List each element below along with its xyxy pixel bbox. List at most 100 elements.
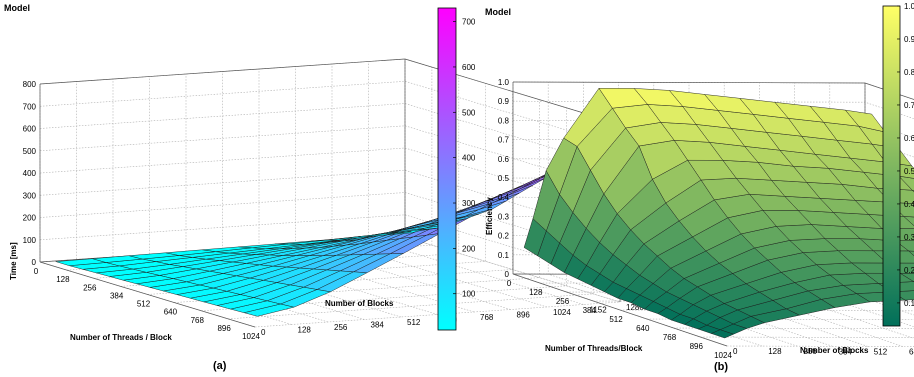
x-tick-label: 640 bbox=[164, 308, 178, 317]
y-tick-label: 128 bbox=[298, 326, 312, 335]
y-tick-label: 896 bbox=[517, 311, 531, 320]
colorbar-tick-label: 0.3 bbox=[904, 233, 914, 242]
axis-edge-5 bbox=[512, 273, 728, 347]
z-tick-label: 0.4 bbox=[498, 193, 510, 202]
x-tick-label: 384 bbox=[110, 291, 124, 300]
x-tick-label: 768 bbox=[663, 333, 677, 342]
gridline-y-3 bbox=[149, 76, 365, 320]
z-tick-label: 800 bbox=[23, 80, 37, 89]
chart-b: Model 0 0.1 0.2 0.3 0.4 0.5 0.6 0.7 0.8 0.9 1.0 0 12… bbox=[485, 2, 914, 373]
chart-a-colorbar: 100 200 300 400 500 600 700 bbox=[437, 7, 476, 331]
chart-b-surface bbox=[523, 87, 914, 339]
y-tick-label: 384 bbox=[371, 321, 385, 330]
y-tick-label: 128 bbox=[768, 347, 782, 356]
x-tick-label: 128 bbox=[56, 275, 70, 284]
chart-a-xlabel: Number of Threads / Block bbox=[70, 333, 172, 342]
y-tick-label: 1152 bbox=[590, 306, 608, 315]
z-tick-label: 200 bbox=[23, 214, 37, 223]
z-tick-label: 600 bbox=[23, 125, 37, 134]
colorbar-tick-label: 600 bbox=[462, 63, 476, 72]
y-tick-label: 1280 bbox=[626, 303, 644, 312]
chart-a-title: Model bbox=[4, 3, 30, 13]
y-tick-label: 0 bbox=[261, 328, 266, 337]
y-tick-label: 512 bbox=[407, 318, 421, 327]
colorbar-tick-label: 500 bbox=[462, 108, 476, 117]
colorbar-tick-label: 100 bbox=[462, 290, 476, 299]
axis-edge-3 bbox=[39, 58, 406, 85]
axis-edge-4 bbox=[864, 82, 914, 100]
y-tick-label: 0 bbox=[733, 347, 738, 356]
z-tick-label: 400 bbox=[23, 169, 37, 178]
chart-b-title: Model bbox=[485, 7, 511, 17]
x-tick-label: 768 bbox=[191, 316, 205, 325]
x-tick-label: 384 bbox=[583, 306, 597, 315]
gridline-z-8 bbox=[39, 58, 621, 125]
chart-b-caption: (b) bbox=[714, 361, 728, 373]
x-tick-label: 640 bbox=[636, 324, 650, 333]
chart-b-colorbar: 0.1 0.2 0.3 0.4 0.5 0.6 0.7 0.8 0.9 1.0 bbox=[882, 2, 914, 327]
z-tick-label: 0.3 bbox=[498, 212, 510, 221]
gridline-x-8 bbox=[726, 345, 914, 347]
x-tick-label: 512 bbox=[609, 315, 623, 324]
chart-a-zlabel: Time [ms] bbox=[9, 242, 18, 280]
x-tick-label: 896 bbox=[217, 324, 231, 333]
gridline-z-7 bbox=[39, 80, 621, 147]
gridline-y-7 bbox=[295, 66, 511, 310]
x-tick-label: 1024 bbox=[714, 351, 732, 360]
colorbar-tick-label: 300 bbox=[462, 199, 476, 208]
y-tick-label: 512 bbox=[874, 347, 888, 356]
gridline-y-2 bbox=[112, 79, 329, 323]
colorbar-tick-label: 0.9 bbox=[904, 35, 914, 44]
z-tick-label: 500 bbox=[23, 147, 37, 156]
colorbar-tick-label: 0.4 bbox=[904, 200, 914, 209]
chart-b-xlabel: Number of Threads/Block bbox=[545, 344, 643, 353]
gridline-y-4 bbox=[185, 74, 402, 318]
colorbar-tick-label: 0.5 bbox=[904, 167, 914, 176]
z-tick-label: 0.1 bbox=[498, 251, 510, 260]
z-tick-label: 700 bbox=[23, 102, 37, 111]
z-tick-label: 0.6 bbox=[498, 155, 510, 164]
colorbar-tick-label: 200 bbox=[462, 244, 476, 253]
y-tick-label: 768 bbox=[480, 313, 494, 322]
gridline-y-9 bbox=[368, 61, 584, 305]
y-tick-label: 640 bbox=[909, 348, 914, 357]
gridline-y-1 bbox=[76, 81, 292, 325]
z-tick-label: 100 bbox=[23, 236, 37, 245]
chart-b-zlabel: Efficiency bbox=[485, 197, 494, 235]
axis-edge-5 bbox=[39, 261, 256, 328]
z-tick-label: 0.8 bbox=[498, 116, 510, 125]
x-tick-label: 0 bbox=[507, 279, 512, 288]
z-tick-label: 0.9 bbox=[498, 97, 510, 106]
colorbar-tick-label: 700 bbox=[462, 18, 476, 27]
colorbar-tick-label: 0.2 bbox=[904, 266, 914, 275]
chart-a-surface bbox=[55, 137, 614, 317]
chart-a-caption: (a) bbox=[213, 360, 227, 372]
z-tick-label: 1.0 bbox=[498, 78, 510, 87]
x-tick-label: 128 bbox=[529, 288, 543, 297]
colorbar-tick-label: 400 bbox=[462, 154, 476, 163]
z-tick-label: 300 bbox=[23, 191, 37, 200]
z-tick-label: 0.2 bbox=[498, 232, 510, 241]
colorbar-tick-label: 0.8 bbox=[904, 68, 914, 77]
gridline-y-6 bbox=[258, 69, 475, 313]
z-tick-label: 0.7 bbox=[498, 136, 510, 145]
colorbar-gradient bbox=[437, 7, 457, 331]
colorbar-tick-label: 1.0 bbox=[904, 2, 914, 11]
y-tick-label: 256 bbox=[803, 347, 817, 356]
colorbar-tick-label: 0.6 bbox=[904, 134, 914, 143]
chart-b-ylabel: Number of Blocks bbox=[800, 346, 869, 355]
gridline-x-6 bbox=[673, 327, 914, 329]
x-tick-label: 256 bbox=[83, 283, 97, 292]
colorbar-tick-label: 0.7 bbox=[904, 101, 914, 110]
gridline-x-7 bbox=[700, 336, 914, 338]
x-tick-label: 896 bbox=[690, 342, 704, 351]
z-tick-label: 0 bbox=[505, 270, 510, 279]
y-tick-label: 1024 bbox=[553, 308, 571, 317]
x-tick-label: 512 bbox=[137, 300, 151, 309]
z-tick-label: 0.5 bbox=[498, 174, 510, 183]
y-tick-label: 384 bbox=[839, 347, 853, 356]
colorbar-tick-label: 0.1 bbox=[904, 299, 914, 308]
axis-edge-3 bbox=[512, 81, 866, 84]
surface-patch bbox=[523, 218, 547, 257]
